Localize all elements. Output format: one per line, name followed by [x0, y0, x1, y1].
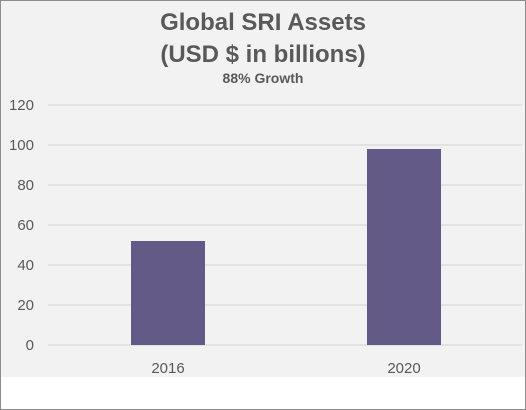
chart-title-line2: (USD $ in billions)	[160, 41, 366, 68]
x-tick-label: 2016	[151, 360, 184, 377]
y-tick-label: 100	[9, 137, 34, 154]
bar-2020	[367, 149, 441, 345]
y-tick-label: 0	[26, 337, 34, 354]
chart-title-line1: Global SRI Assets	[160, 9, 366, 36]
y-tick-label: 40	[17, 257, 34, 274]
chart-subtitle: 88% Growth	[222, 70, 304, 86]
bar-2016	[131, 241, 205, 345]
y-tick-label: 80	[17, 177, 34, 194]
y-tick-label: 60	[17, 217, 34, 234]
y-tick-label: 20	[17, 297, 34, 314]
y-tick-label: 120	[9, 97, 34, 114]
x-tick-label: 2020	[387, 360, 420, 377]
